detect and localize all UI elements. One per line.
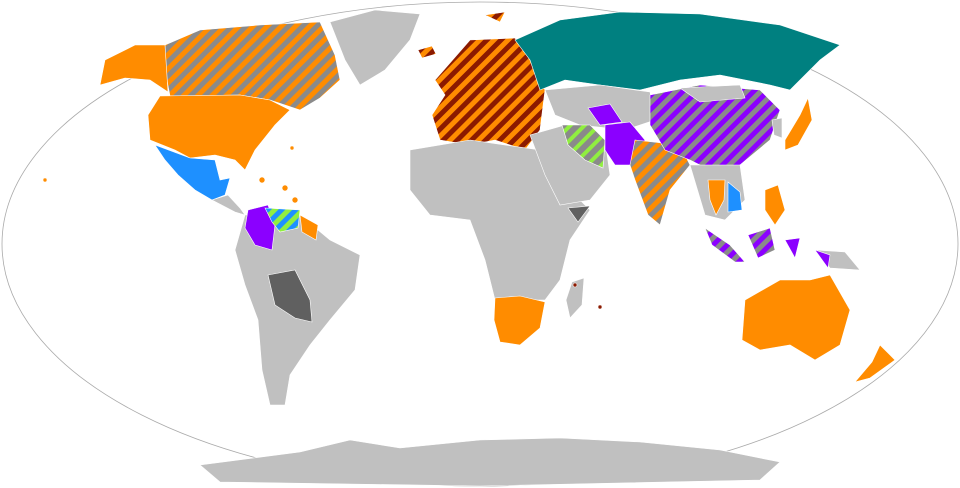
- caribbean-island[interactable]: [258, 176, 266, 184]
- iceland[interactable]: [417, 45, 437, 59]
- caribbean-island[interactable]: [291, 196, 299, 204]
- thailand[interactable]: [707, 179, 726, 216]
- greenland[interactable]: [329, 9, 421, 86]
- atlantic-island[interactable]: [289, 145, 295, 151]
- korea[interactable]: [771, 117, 783, 139]
- vietnam[interactable]: [727, 181, 743, 213]
- iran[interactable]: [561, 124, 606, 169]
- somalia[interactable]: [567, 205, 591, 223]
- japan[interactable]: [784, 97, 813, 151]
- alaska[interactable]: [99, 44, 169, 93]
- indonesia-east[interactable]: [814, 249, 831, 269]
- guyana-region[interactable]: [299, 214, 319, 241]
- philippines[interactable]: [764, 184, 786, 226]
- united-states[interactable]: [147, 94, 291, 171]
- mexico[interactable]: [154, 144, 231, 201]
- svalbard[interactable]: [483, 11, 506, 23]
- caribbean-island[interactable]: [281, 184, 289, 192]
- colombia[interactable]: [244, 204, 276, 251]
- bolivia-paraguay[interactable]: [267, 269, 313, 323]
- hawaii[interactable]: [42, 177, 48, 183]
- madagascar[interactable]: [565, 277, 585, 319]
- central-america[interactable]: [211, 194, 246, 216]
- russia[interactable]: [514, 11, 841, 91]
- indian-ocean-island[interactable]: [597, 304, 603, 310]
- australia[interactable]: [741, 274, 851, 361]
- mongolia[interactable]: [679, 84, 746, 103]
- turkmenistan-uzbekistan[interactable]: [587, 103, 623, 126]
- indian-ocean-island[interactable]: [572, 282, 578, 288]
- antarctica[interactable]: [199, 437, 781, 487]
- south-africa[interactable]: [493, 295, 546, 346]
- indonesia-west[interactable]: [704, 227, 746, 263]
- borneo[interactable]: [747, 227, 776, 259]
- new-zealand[interactable]: [854, 344, 896, 383]
- sulawesi[interactable]: [784, 237, 801, 259]
- venezuela[interactable]: [264, 207, 301, 233]
